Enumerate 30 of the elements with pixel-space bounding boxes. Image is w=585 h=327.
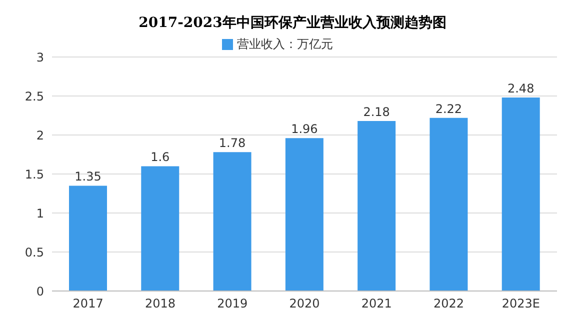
- data-label: 1.78: [218, 136, 246, 150]
- y-tick-label: 1.5: [24, 167, 44, 182]
- x-tick-label: 2020: [289, 296, 320, 311]
- data-label: 2.18: [363, 104, 390, 119]
- x-tick-label: 2018: [144, 296, 176, 311]
- x-tick-label: 2023E: [502, 296, 540, 311]
- data-label: 1.96: [291, 122, 318, 136]
- x-tick-label: 2021: [361, 296, 392, 311]
- bar: [69, 186, 107, 291]
- legend-label: 营业收入：万亿元: [237, 37, 333, 51]
- bar: [141, 166, 180, 291]
- y-tick-label: 0: [36, 284, 44, 298]
- chart-title: 2017-2023年中国环保产业营业收入预测趋势图: [138, 14, 448, 33]
- y-tick-label: 2.5: [24, 89, 44, 104]
- data-label: 2.22: [435, 102, 462, 116]
- x-tick-label: 2022: [434, 296, 464, 311]
- bar: [213, 152, 252, 291]
- x-tick-label: 2017: [72, 296, 104, 311]
- data-label: 2.48: [508, 82, 534, 96]
- bar: [285, 138, 324, 291]
- y-tick-label: 3: [36, 50, 44, 64]
- y-tick-label: 0.5: [24, 245, 44, 260]
- data-label: 1.6: [150, 150, 170, 164]
- y-tick-label: 1: [36, 206, 44, 220]
- bar: [430, 118, 468, 291]
- y-tick-label: 2: [36, 128, 44, 142]
- bar: [358, 120, 396, 291]
- x-tick-label: 2019: [217, 296, 248, 311]
- bar: [502, 98, 540, 291]
- data-label: 1.35: [74, 170, 102, 184]
